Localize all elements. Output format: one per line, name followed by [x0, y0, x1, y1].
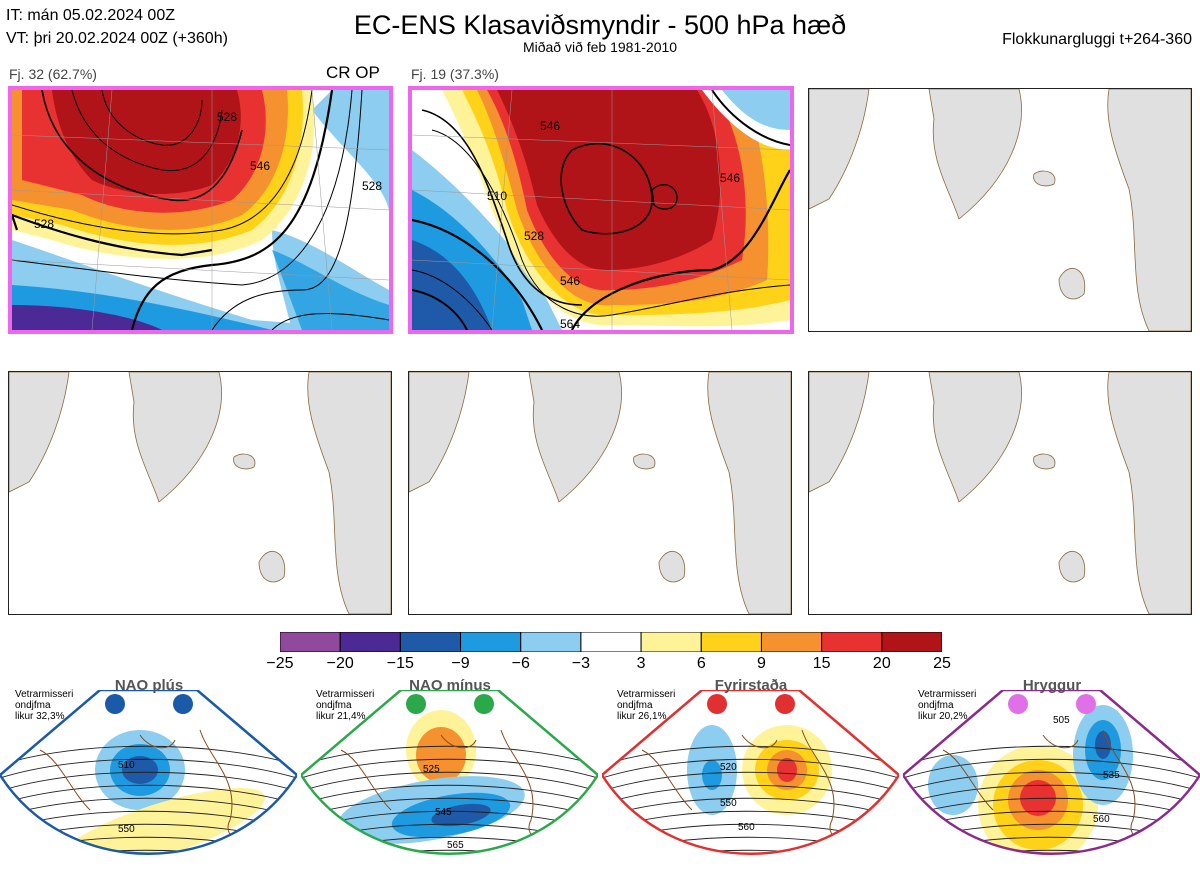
- empty-map-6-land: [809, 372, 1191, 614]
- regime-info-line: likur 20,2%: [918, 711, 968, 722]
- cluster-2-contour-label: 564: [560, 317, 580, 330]
- colorbar-tick-label: −25: [266, 655, 294, 672]
- colorbar-tick-label: −15: [386, 655, 414, 672]
- empty-map-5: [408, 371, 792, 615]
- regime-panel[interactable]: 520 550 560: [600, 688, 901, 866]
- clustering-window: Flokkunargluggi t+264-360: [1002, 31, 1192, 48]
- regime-dot: [775, 694, 795, 714]
- regime-dot: [1076, 694, 1096, 714]
- colorbar-tick-label: −20: [326, 655, 354, 672]
- regime-map: 520 550 560: [600, 688, 901, 855]
- colorbar-tick-label: 20: [872, 655, 891, 672]
- regime-contour-label: 505: [1053, 715, 1070, 726]
- regime-info-line: ondjfma: [617, 700, 653, 711]
- empty-map-5-land: [409, 372, 791, 614]
- regime-panel[interactable]: 525 545 565: [299, 688, 600, 866]
- colorbar-swatch: [460, 631, 522, 653]
- colorbar-swatch: [580, 631, 642, 653]
- regime-contour-label: 560: [1093, 814, 1110, 825]
- regime-contour-label: 545: [435, 807, 452, 818]
- cluster-2-contour-label: 528: [524, 229, 544, 243]
- valid-time: VT: þri 20.02.2024 00Z (+360h): [6, 30, 228, 47]
- regime-contour-label: 560: [738, 822, 755, 833]
- page-subtitle: Miðað við feb 1981-2010: [522, 39, 678, 55]
- regime-panel[interactable]: 510 550: [0, 688, 299, 866]
- regime-contour-label: 510: [118, 760, 135, 771]
- regime-contour-label: 565: [447, 840, 464, 851]
- regime-map: 525 545 565: [299, 688, 600, 855]
- cluster-1-contour-label: 546: [250, 159, 270, 173]
- empty-map-4-land: [9, 372, 391, 614]
- regime-info-line: Vetrarmisseri: [316, 689, 375, 700]
- cluster-1-contour-label: 528: [362, 179, 382, 193]
- regime-info-line: Vetrarmisseri: [617, 689, 676, 700]
- cluster-2-contour-label: 546: [540, 119, 560, 133]
- colorbar-swatch: [640, 631, 702, 653]
- colorbar-tick-label: −3: [571, 655, 591, 672]
- colorbar-swatch: [279, 631, 341, 653]
- page-title: EC-ENS Klasaviðsmyndir - 500 hPa hæð: [353, 10, 847, 40]
- colorbar: [279, 631, 943, 653]
- colorbar-swatch: [339, 631, 401, 653]
- regime-dot: [406, 694, 426, 714]
- empty-map-3-land: [809, 89, 1191, 331]
- cluster-2-label: Fj. 19 (37.3%): [411, 66, 499, 82]
- regime-info-line: Vetrarmisseri: [15, 689, 74, 700]
- regime-dot: [1008, 694, 1028, 714]
- colorbar-swatch: [760, 631, 823, 653]
- empty-map-4: [8, 371, 392, 615]
- colorbar-tick-label: 25: [933, 655, 951, 672]
- regime-info-line: likur 21,4%: [316, 711, 366, 722]
- regime-name: Fyrirstaða: [714, 677, 788, 694]
- regime-info-line: ondjfma: [15, 700, 51, 711]
- regime-map: 505 535 560: [901, 688, 1200, 855]
- colorbar-tick-label: −9: [451, 655, 470, 672]
- regime-name: NAO mínus: [409, 677, 491, 694]
- regime-dot: [173, 694, 193, 714]
- regime-name: NAO plús: [114, 677, 184, 694]
- colorbar-swatch: [399, 631, 462, 653]
- regime-contour-label: 550: [720, 798, 737, 809]
- initial-time: IT: mán 05.02.2024 00Z: [6, 7, 175, 24]
- cluster-1-tag: CR OP: [326, 63, 380, 82]
- regime-contour-label: 535: [1103, 770, 1120, 781]
- colorbar-swatch: [881, 631, 943, 653]
- regime-dot: [474, 694, 494, 714]
- regime-info-line: likur 26,1%: [617, 711, 667, 722]
- colorbar-tick-label: 15: [812, 655, 831, 672]
- regime-contour-label: 525: [423, 764, 440, 775]
- regime-contour-label: 550: [118, 824, 135, 835]
- cluster-2-map[interactable]: 546 510 528 546 546 564: [408, 86, 794, 334]
- regime-info-line: ondjfma: [918, 700, 954, 711]
- colorbar-swatch: [520, 631, 582, 653]
- cluster-2-contour-label: 546: [720, 171, 740, 185]
- colorbar-tick-label: 3: [636, 655, 646, 672]
- cluster-1-contour-label: 528: [34, 217, 54, 231]
- regime-name: Hryggur: [1022, 677, 1082, 694]
- colorbar-swatch: [821, 631, 883, 653]
- regime-panel[interactable]: 505 535 560: [901, 688, 1200, 866]
- regime-info-line: ondjfma: [316, 700, 352, 711]
- regime-info-line: likur 32,3%: [15, 711, 65, 722]
- regime-info-line: Vetrarmisseri: [918, 689, 977, 700]
- empty-map-6: [808, 371, 1192, 615]
- cluster-1-map[interactable]: 528 546 528 528: [8, 86, 393, 334]
- colorbar-tick-label: 6: [696, 655, 706, 672]
- regime-dot: [105, 694, 125, 714]
- regime-map: 510 550: [0, 688, 299, 855]
- cluster-2-contour-label: 546: [560, 274, 580, 288]
- cluster-2-contour-label: 510: [487, 189, 507, 203]
- cluster-1-contour-label: 528: [217, 110, 237, 124]
- colorbar-swatch: [700, 631, 762, 653]
- cluster-1-label: Fj. 32 (62.7%): [9, 66, 97, 82]
- regime-dot: [707, 694, 727, 714]
- regime-contour-label: 520: [720, 762, 737, 773]
- empty-map-3: [808, 88, 1192, 332]
- colorbar-tick-label: 9: [757, 655, 766, 672]
- colorbar-tick-label: −6: [511, 655, 530, 672]
